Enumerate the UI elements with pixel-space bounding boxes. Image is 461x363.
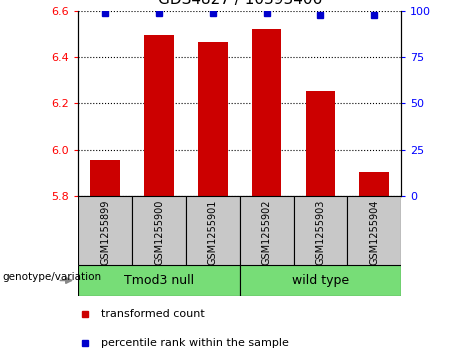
Bar [90,160,120,196]
Bar [294,196,347,265]
Text: GSM1255899: GSM1255899 [100,200,110,265]
Text: GSM1255901: GSM1255901 [208,200,218,265]
Bar [240,265,401,296]
Bar [78,265,240,296]
Text: percentile rank within the sample: percentile rank within the sample [101,338,289,348]
Title: GDS4827 / 10393406: GDS4827 / 10393406 [158,0,322,7]
Text: Tmod3 null: Tmod3 null [124,274,194,287]
Bar [144,35,174,196]
Bar [306,91,335,196]
Bar [132,196,186,265]
Bar [186,196,240,265]
Text: genotype/variation: genotype/variation [2,272,101,282]
Bar [347,196,401,265]
Text: wild type: wild type [292,274,349,287]
Bar [240,196,294,265]
Text: GSM1255904: GSM1255904 [369,200,379,265]
Text: GSM1255900: GSM1255900 [154,200,164,265]
Bar [198,42,228,196]
Bar [252,29,281,196]
Text: GSM1255902: GSM1255902 [261,200,272,265]
Bar [360,172,389,196]
Text: GSM1255903: GSM1255903 [315,200,325,265]
Bar [78,196,132,265]
Text: transformed count: transformed count [101,309,205,319]
